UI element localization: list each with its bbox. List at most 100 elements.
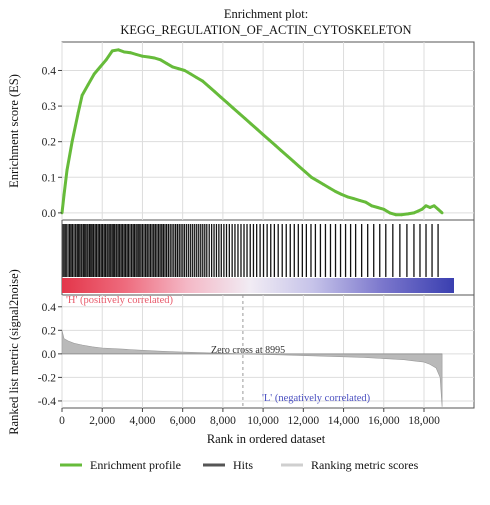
es-y-tick-label: 0.2 <box>42 137 57 149</box>
x-tick-label: 0 <box>59 415 65 427</box>
enrichment-point <box>219 95 223 99</box>
enrichment-point <box>267 138 271 142</box>
rm-y-tick-label: 0.4 <box>42 302 57 314</box>
enrichment-point <box>189 72 193 76</box>
x-tick-label: 6,000 <box>170 415 196 427</box>
enrichment-point <box>334 190 337 193</box>
enrichment-point <box>328 186 331 190</box>
legend: Enrichment profile Hits Ranking metric s… <box>60 458 419 472</box>
enrichment-point <box>62 193 66 197</box>
enrichment-point <box>104 58 108 62</box>
enrichment-point <box>147 55 150 59</box>
enrichment-point <box>340 193 343 196</box>
enrichment-point <box>420 207 424 211</box>
legend-label-enrichment: Enrichment profile <box>90 458 181 472</box>
enrichment-y-axis-label: Enrichment score (ES) <box>7 74 21 188</box>
enrichment-point <box>110 49 114 53</box>
rm-y-tick-label: 0.0 <box>42 349 57 361</box>
enrichment-point <box>243 117 247 120</box>
enrichment-point <box>171 65 175 69</box>
chart-subtitle: KEGG_REGULATION_OF_ACTIN_CYTOSKELETON <box>120 23 411 37</box>
enrichment-point <box>153 56 156 60</box>
enrichment-point <box>65 168 69 172</box>
es-y-tick-label: 0.0 <box>42 208 57 220</box>
enrichment-point <box>76 111 80 115</box>
enrichment-point <box>316 179 319 183</box>
rm-y-tick-label: -0.2 <box>38 372 56 384</box>
x-ticks: 0 2,000 4,000 6,000 8,000 10,000 12,000 14,000 1… <box>59 408 440 427</box>
enrichment-point <box>310 175 313 179</box>
enrichment-point <box>98 65 102 69</box>
hits-layer <box>62 224 439 277</box>
enrichment-point <box>416 209 420 213</box>
enrichment-point <box>86 83 90 87</box>
enrichment-point <box>406 212 410 216</box>
enrichment-point <box>183 69 187 72</box>
x-tick-label: 2,000 <box>89 415 115 427</box>
enrichment-point <box>129 51 132 55</box>
x-axis-label: Rank in ordered dataset <box>207 432 326 446</box>
enrichment-point <box>424 204 428 208</box>
enrichment-point <box>291 159 295 163</box>
enrichment-point <box>141 54 144 58</box>
enrichment-point <box>261 133 265 137</box>
ranked-y-axis-label: Ranked list metric (signal2noise) <box>7 269 21 435</box>
enrichment-point <box>201 79 205 83</box>
rm-y-tick-label: -0.4 <box>38 396 56 408</box>
enrichment-point <box>225 101 229 104</box>
es-y-tick-label: 0.3 <box>42 101 57 113</box>
negative-annotation: 'L' (negatively correlated) <box>262 393 371 404</box>
enrichment-point <box>352 197 355 201</box>
enrichment-point <box>285 154 289 158</box>
enrichment-point <box>195 76 199 79</box>
enrichment-point <box>440 211 444 215</box>
x-tick-label: 14,000 <box>328 415 360 427</box>
ranking-metric-area <box>61 330 443 407</box>
enrichment-point <box>231 106 235 110</box>
x-tick-label: 12,000 <box>288 415 320 427</box>
enrichment-point <box>177 67 181 71</box>
enrichment-point <box>364 200 368 204</box>
x-tick-label: 18,000 <box>408 415 440 427</box>
enrichment-point <box>273 143 277 147</box>
es-y-tick-label: 0.4 <box>42 65 57 77</box>
positive-annotation: 'H' (positively correlated) <box>66 295 173 306</box>
legend-label-hits: Hits <box>233 458 253 472</box>
enrichment-point <box>122 50 126 54</box>
x-tick-label: 8,000 <box>210 415 236 427</box>
enrichment-point <box>436 207 440 211</box>
enrichment-point <box>303 170 307 174</box>
enrichment-point <box>358 199 361 202</box>
x-tick-label: 10,000 <box>247 415 279 427</box>
enrichment-point <box>70 140 74 144</box>
enrichment-point <box>116 48 120 52</box>
enrichment-point <box>412 211 416 215</box>
chart-title: Enrichment plot: <box>224 7 308 21</box>
ranked-y-ticks: -0.4 -0.2 0.0 0.2 0.4 <box>38 302 62 408</box>
es-y-tick-label: 0.1 <box>42 172 57 184</box>
enrichment-point <box>376 206 380 209</box>
enrichment-y-ticks: 0.0 0.1 0.2 0.3 0.4 <box>42 65 62 220</box>
legend-label-ranking: Ranking metric scores <box>311 458 419 472</box>
enrichment-point <box>165 62 169 65</box>
rm-y-tick-label: 0.2 <box>42 325 57 337</box>
enrichment-point <box>322 183 325 186</box>
ranked-metric-layer <box>61 330 443 407</box>
enrichment-point <box>370 204 374 208</box>
enrichment-point <box>80 94 84 97</box>
enrichment-point <box>159 58 162 62</box>
enrichment-point <box>213 90 217 94</box>
enrichment-grid <box>61 42 474 220</box>
enrichment-point <box>237 111 241 115</box>
x-tick-label: 16,000 <box>368 415 400 427</box>
rank-color-bar <box>62 278 454 293</box>
enrichment-point <box>432 204 436 208</box>
enrichment-point <box>346 195 349 199</box>
enrichment-point <box>400 213 404 217</box>
enrichment-point <box>207 85 211 88</box>
enrichment-point <box>388 211 392 215</box>
enrichment-panel-frame <box>61 41 475 221</box>
x-tick-label: 4,000 <box>130 415 156 427</box>
